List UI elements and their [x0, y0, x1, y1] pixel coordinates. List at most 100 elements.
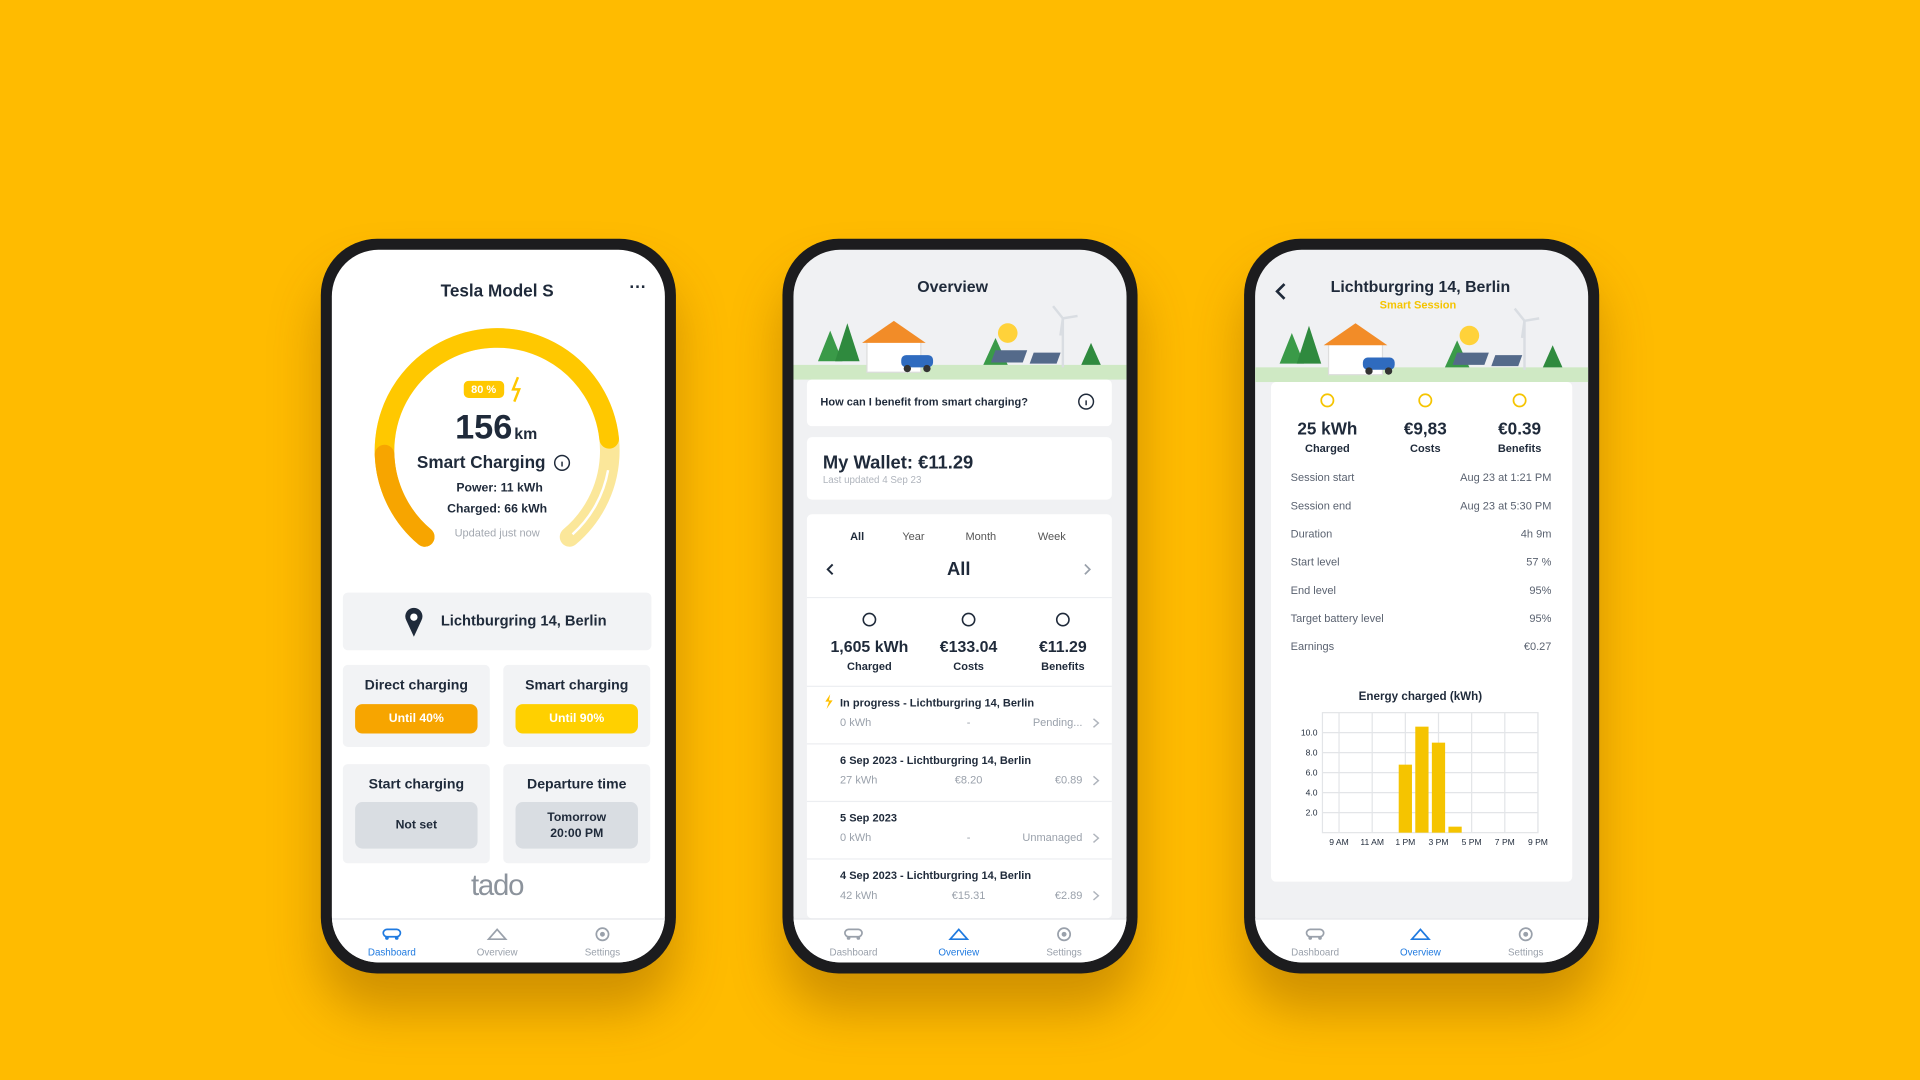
decor — [903, 364, 912, 373]
decor — [1523, 931, 1529, 937]
card-button[interactable]: Until 90% — [515, 704, 638, 734]
period-tab[interactable]: All — [850, 530, 865, 543]
chevron — [1092, 775, 1100, 786]
nav-item[interactable]: Overview — [1384, 920, 1457, 963]
nav-label: Dashboard — [367, 947, 416, 959]
session-cost: €8.20 — [954, 773, 983, 787]
decor — [1092, 775, 1100, 786]
nav-item[interactable]: Settings — [1027, 920, 1100, 963]
chevron — [1092, 890, 1100, 901]
y-tick-label: 2.0 — [1306, 808, 1318, 818]
x-tick-label: 7 PM — [1495, 837, 1515, 847]
nav-icon — [595, 927, 610, 942]
phone-frame: Overview How can I benefit from smart cha… — [782, 238, 1138, 974]
y-tick-label: 10.0 — [1301, 728, 1318, 738]
nav-item[interactable]: Overview — [460, 920, 533, 963]
detail-value: 4h 9m — [1520, 527, 1552, 541]
wallet: My Wallet: €11.29 — [822, 452, 974, 474]
decor — [835, 323, 860, 362]
decor — [1452, 352, 1489, 365]
decor — [1296, 325, 1322, 364]
decor — [1491, 355, 1523, 367]
bar-chart: 2.0 4.0 6.0 8.0 10.0 9 AM 11 AM 1 PM 3 PM 5 PM 7 P… — [1301, 712, 1548, 847]
x-tick-label: 5 PM — [1462, 837, 1482, 847]
stat-value: €133.04 — [939, 637, 998, 656]
nav-bar: Dashboard Overview Settings — [331, 918, 665, 963]
decor — [846, 936, 851, 940]
card-button[interactable]: Not set — [355, 802, 478, 849]
decor — [486, 928, 508, 941]
stat-value: €11.29 — [1038, 637, 1087, 656]
nav-label: Dashboard — [1291, 947, 1340, 959]
detail-value: €0.27 — [1523, 640, 1552, 653]
decor — [1518, 927, 1533, 942]
stat-label: Benefits — [1041, 660, 1085, 673]
info-icon — [553, 454, 571, 471]
phone-screen: Tesla Model S ··· 80 % 156 km Smart Charging P… — [331, 249, 665, 963]
decor — [793, 364, 1127, 380]
nav-icon — [1057, 927, 1072, 942]
more-menu[interactable]: ··· — [629, 276, 647, 297]
session-cost: - — [966, 831, 971, 844]
session-benefit: €2.89 — [1054, 888, 1083, 902]
session-title: 4 Sep 2023 - Lichtburgring 14, Berlin — [840, 869, 1032, 882]
location-card: Lichtburgring 14, Berlin — [342, 592, 652, 651]
decor — [1542, 345, 1563, 368]
card-title: Smart charging — [525, 678, 629, 694]
detail-label: Start level — [1290, 555, 1340, 569]
nav-bar: Dashboard Overview Settings — [793, 918, 1127, 963]
session-title: In progress - Lichtburgring 14, Berlin — [840, 696, 1035, 709]
session-cost: €15.31 — [951, 888, 986, 902]
detail-label: Session end — [1290, 499, 1352, 512]
session-card: 25 kWh Charged €9,83 Costs €0.39 Benefits Sess… — [1271, 382, 1573, 882]
nav-bar: Dashboard Overview Settings — [1255, 918, 1589, 963]
decor — [817, 330, 843, 362]
period-tab[interactable]: Year — [902, 530, 925, 543]
y-tick-label: 6.0 — [1306, 768, 1318, 778]
control-card: Direct charging Until 40% — [342, 664, 490, 747]
decor — [1092, 833, 1100, 844]
updated: Updated just now — [454, 526, 540, 539]
charging-mode: Smart Charging — [416, 451, 546, 472]
period-tab[interactable]: Month — [965, 530, 997, 543]
nav-item[interactable]: Settings — [566, 920, 639, 963]
decor — [410, 613, 418, 621]
nav-label: Dashboard — [829, 947, 878, 959]
nav-item[interactable]: Dashboard — [1278, 920, 1351, 963]
decor — [394, 936, 399, 940]
card-title: Direct charging — [364, 678, 468, 694]
detail-value: 57 % — [1526, 555, 1552, 569]
back-button — [1275, 283, 1286, 300]
stat-icon — [1418, 393, 1433, 408]
pin-icon — [405, 607, 423, 637]
button-label: 20:00 PM — [550, 826, 604, 841]
nav-item[interactable]: Dashboard — [355, 920, 428, 963]
card-button[interactable]: Tomorrow 20:00 PM — [515, 802, 638, 849]
nav-icon — [844, 928, 863, 940]
decor — [385, 936, 389, 940]
bar — [1431, 742, 1446, 833]
session-type: Smart Session — [1379, 298, 1457, 312]
card-button[interactable]: Until 40% — [355, 704, 478, 734]
decor — [1057, 927, 1072, 942]
question-card[interactable]: How can I benefit from smart charging? — [806, 379, 1112, 427]
decor — [862, 612, 877, 627]
control-card: Smart charging Until 90% — [503, 664, 651, 747]
bar — [1398, 764, 1412, 833]
decor — [826, 563, 834, 575]
detail-value: Aug 23 at 1:21 PM — [1460, 471, 1552, 484]
nav-item[interactable]: Settings — [1489, 920, 1562, 963]
decor — [948, 928, 970, 941]
nav-item[interactable]: Overview — [922, 920, 995, 963]
card-title: Start charging — [368, 777, 465, 793]
decor — [1365, 367, 1373, 375]
stat-label: Charged — [847, 660, 892, 673]
nav-item[interactable]: Dashboard — [817, 920, 890, 963]
decor — [600, 931, 605, 937]
y-tick-label: 4.0 — [1306, 788, 1318, 798]
session-energy: 42 kWh — [840, 888, 878, 902]
divider — [806, 800, 1112, 803]
bolt-icon — [825, 694, 833, 709]
period-tab[interactable]: Week — [1037, 530, 1066, 543]
question: How can I benefit from smart charging? — [820, 395, 1028, 408]
